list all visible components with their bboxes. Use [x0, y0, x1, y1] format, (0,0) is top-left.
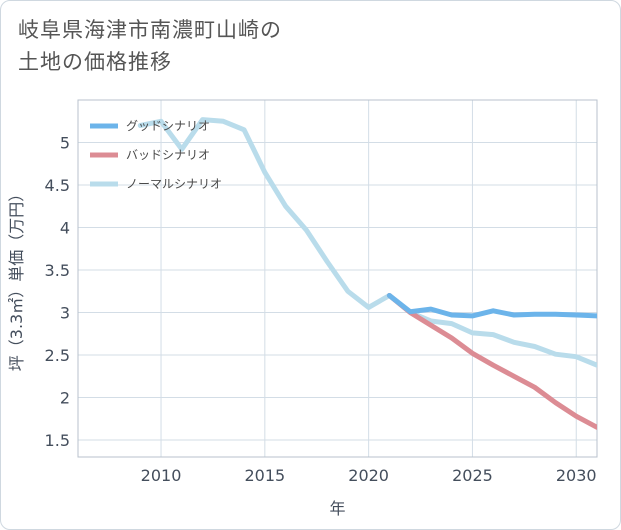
- y-tick-label: 1.5: [45, 431, 70, 450]
- grid-lines: [78, 100, 597, 457]
- x-tick-label: 2030: [556, 466, 597, 485]
- y-axis-label: 坪（3.3㎡）単価（万円）: [7, 186, 26, 371]
- x-axis-label: 年: [329, 499, 345, 518]
- y-tick-label: 5: [60, 134, 70, 153]
- legend-label: ノーマルシナリオ: [126, 177, 222, 191]
- x-tick-label: 2015: [244, 466, 285, 485]
- plot-area: [77, 99, 598, 458]
- chart-title: 岐阜県海津市南濃町山崎の 土地の価格推移: [18, 14, 378, 78]
- legend-label: バッドシナリオ: [126, 148, 210, 162]
- legend-item-bad[interactable]: バッドシナリオ: [90, 148, 210, 162]
- y-tick-label: 2: [60, 389, 70, 408]
- bad-scenario-line: [386, 293, 597, 430]
- tick-labels: 2010 2015 2020 2025 2030 1.5 2 2.5 3 3.5 4 4.5 5: [45, 134, 597, 486]
- y-tick-label: 2.5: [45, 346, 70, 365]
- x-tick-label: 2010: [141, 466, 182, 485]
- normal-scenario-line: [137, 117, 597, 368]
- y-tick-label: 4.5: [45, 176, 70, 195]
- y-tick-label: 3: [60, 304, 70, 323]
- y-tick-label: 4: [60, 219, 70, 238]
- legend-item-normal[interactable]: ノーマルシナリオ: [90, 177, 222, 191]
- series-lines: [137, 117, 597, 430]
- chart-title-line-2: 土地の価格推移: [18, 50, 172, 74]
- chart-title-line-1: 岐阜県海津市南濃町山崎の: [18, 18, 282, 42]
- x-tick-label: 2020: [348, 466, 389, 485]
- good-scenario-line: [386, 293, 597, 319]
- x-tick-label: 2025: [452, 466, 493, 485]
- legend-label: グッドシナリオ: [126, 119, 210, 133]
- y-tick-label: 3.5: [45, 261, 70, 280]
- legend-item-good[interactable]: グッドシナリオ: [90, 119, 210, 133]
